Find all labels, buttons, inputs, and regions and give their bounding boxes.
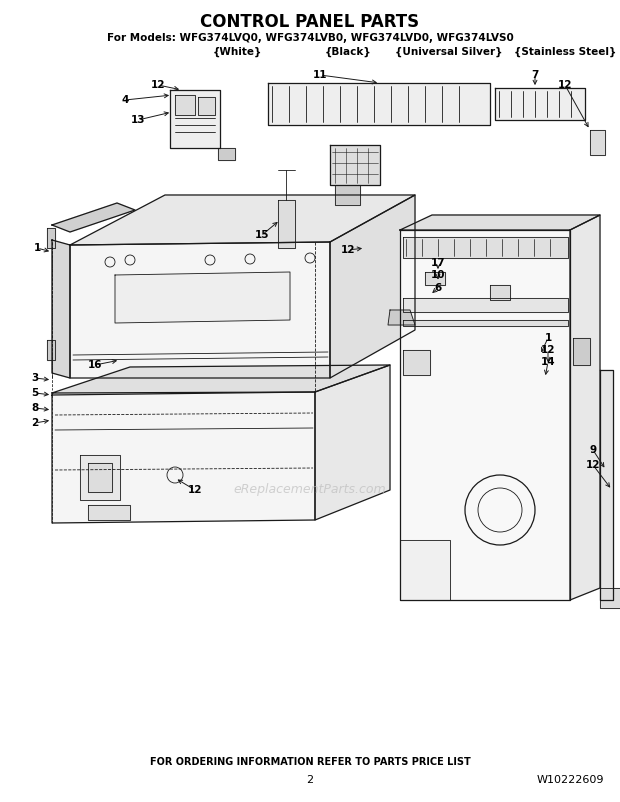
Text: 12: 12 <box>341 245 355 255</box>
Polygon shape <box>403 320 568 326</box>
Text: 16: 16 <box>88 360 102 370</box>
Polygon shape <box>335 185 360 205</box>
Polygon shape <box>278 200 295 248</box>
Polygon shape <box>315 365 390 520</box>
Text: {Stainless Steel}: {Stainless Steel} <box>514 47 616 57</box>
Polygon shape <box>268 83 490 125</box>
Polygon shape <box>115 272 290 323</box>
Polygon shape <box>403 298 568 312</box>
Polygon shape <box>330 145 380 185</box>
Text: 14: 14 <box>541 357 556 367</box>
Polygon shape <box>573 338 590 365</box>
Polygon shape <box>52 365 390 393</box>
Text: eReplacementParts.com: eReplacementParts.com <box>234 484 386 496</box>
Text: 12: 12 <box>151 80 166 90</box>
Polygon shape <box>175 95 195 115</box>
Polygon shape <box>570 215 600 600</box>
Polygon shape <box>198 97 215 115</box>
Polygon shape <box>52 392 315 523</box>
Text: 12: 12 <box>188 485 202 495</box>
Text: 1: 1 <box>33 243 41 253</box>
Text: 2: 2 <box>306 775 314 785</box>
Polygon shape <box>170 90 220 148</box>
Text: 4: 4 <box>122 95 129 105</box>
Text: 12: 12 <box>586 460 600 470</box>
Polygon shape <box>70 195 415 245</box>
Polygon shape <box>425 272 445 285</box>
Text: {Universal Silver}: {Universal Silver} <box>396 47 503 57</box>
Polygon shape <box>403 237 568 258</box>
Polygon shape <box>88 505 130 520</box>
Text: {White}: {White} <box>212 47 262 57</box>
Text: 6: 6 <box>435 283 441 293</box>
Text: 12: 12 <box>558 80 572 90</box>
Text: 11: 11 <box>312 70 327 80</box>
Text: FOR ORDERING INFORMATION REFER TO PARTS PRICE LIST: FOR ORDERING INFORMATION REFER TO PARTS … <box>149 757 471 767</box>
Polygon shape <box>600 588 620 608</box>
Text: 17: 17 <box>431 258 445 268</box>
Text: 13: 13 <box>131 115 145 125</box>
Text: 5: 5 <box>32 388 38 398</box>
Polygon shape <box>52 203 135 232</box>
Text: {Black}: {Black} <box>325 47 371 57</box>
Text: 7: 7 <box>531 70 539 80</box>
Text: For Models: WFG374LVQ0, WFG374LVB0, WFG374LVD0, WFG374LVS0: For Models: WFG374LVQ0, WFG374LVB0, WFG3… <box>107 33 513 43</box>
Polygon shape <box>490 285 510 300</box>
Polygon shape <box>88 463 112 492</box>
Polygon shape <box>590 130 605 155</box>
Text: 3: 3 <box>32 373 38 383</box>
Polygon shape <box>400 230 570 600</box>
Polygon shape <box>403 350 430 375</box>
Polygon shape <box>600 370 613 600</box>
Text: W10222609: W10222609 <box>536 775 604 785</box>
Text: 1: 1 <box>544 333 552 343</box>
Text: 10: 10 <box>431 270 445 280</box>
Polygon shape <box>47 228 55 248</box>
Polygon shape <box>400 215 600 230</box>
Polygon shape <box>388 310 415 325</box>
Text: CONTROL PANEL PARTS: CONTROL PANEL PARTS <box>200 13 420 31</box>
Polygon shape <box>52 240 70 378</box>
Polygon shape <box>495 88 585 120</box>
Text: 12: 12 <box>541 345 556 355</box>
Polygon shape <box>80 455 120 500</box>
Text: 9: 9 <box>590 445 596 455</box>
Polygon shape <box>218 148 235 160</box>
Text: 15: 15 <box>255 230 269 240</box>
Text: 2: 2 <box>32 418 38 428</box>
Text: 8: 8 <box>32 403 38 413</box>
Polygon shape <box>400 540 450 600</box>
Polygon shape <box>330 195 415 378</box>
Polygon shape <box>47 340 55 360</box>
Polygon shape <box>70 242 330 378</box>
